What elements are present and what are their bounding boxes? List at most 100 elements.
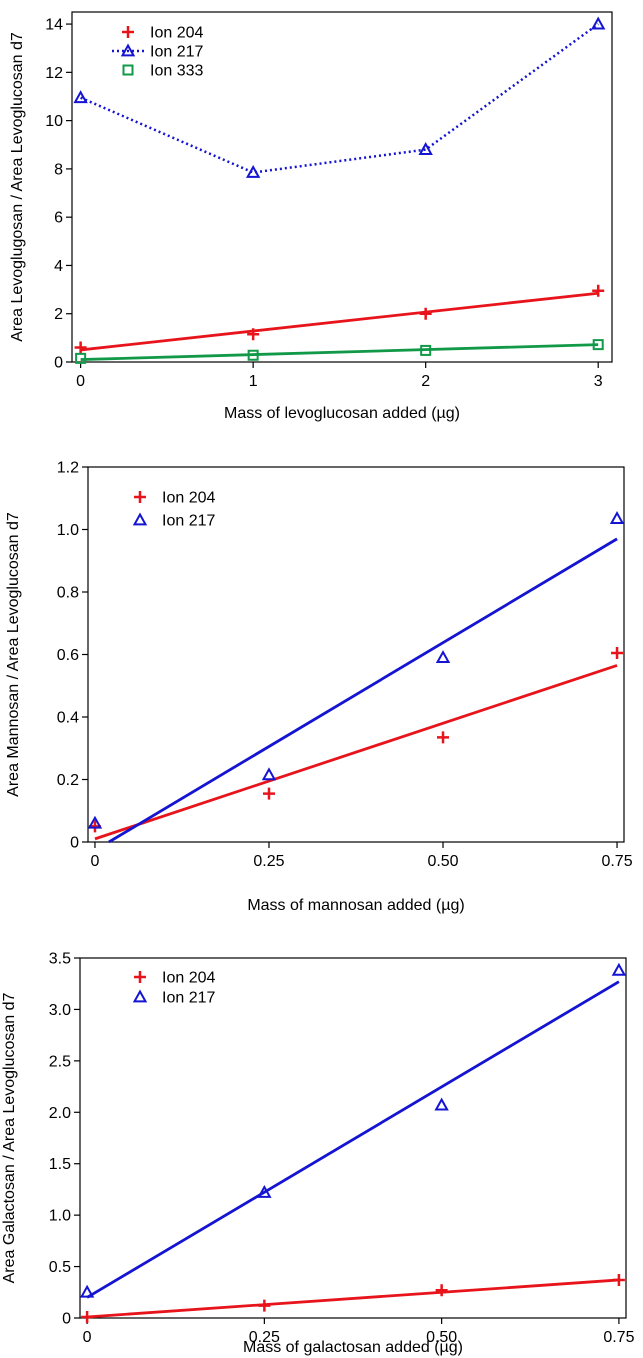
x-axis-label: Mass of mannosan added (µg)	[247, 897, 464, 914]
fit-line	[108, 537, 618, 844]
series-ion-217	[87, 511, 625, 844]
y-tick-label: 2	[54, 306, 63, 323]
chart-panel-2: 0 0.2 0.4 0.6 0.8 1.0 1.2 0 0.25 0.50 0.75 Mass of …	[5, 460, 633, 915]
series-ion-204	[88, 646, 624, 841]
legend-label: Ion 217	[150, 44, 203, 61]
data-point	[592, 339, 604, 351]
series-ion-204	[74, 284, 605, 354]
x-tick-label: 1	[249, 373, 258, 390]
data-point	[418, 142, 433, 155]
data-point	[261, 767, 277, 781]
y-tick-label: 0.4	[57, 710, 79, 727]
series-ion-204	[81, 1273, 625, 1323]
legend-label: Ion 204	[162, 490, 215, 507]
data-point	[247, 328, 260, 341]
legend: Ion 204 Ion 217	[132, 490, 215, 530]
legend-marker	[122, 64, 134, 76]
legend-label: Ion 217	[162, 990, 215, 1007]
y-tick-label: 3.5	[49, 951, 71, 968]
series-ion-217	[73, 16, 606, 178]
legend-label: Ion 204	[150, 25, 203, 42]
x-tick-label: 0.50	[426, 1329, 457, 1346]
data-point	[435, 650, 451, 664]
y-tick-label: 1.2	[57, 460, 79, 477]
y-axis-label: Area Mannosan / Area Levoglucosan d7	[5, 512, 22, 797]
y-tick-label: 0.2	[57, 772, 79, 789]
data-point	[258, 1299, 271, 1312]
y-tick-label: 3.0	[49, 1002, 71, 1019]
plot-frame	[79, 957, 627, 1319]
y-tick-label: 0.6	[57, 647, 79, 664]
fit-line	[86, 1278, 620, 1319]
x-tick-label: 0.25	[249, 1329, 280, 1346]
data-point	[73, 90, 88, 104]
y-tick-label: 1.0	[57, 522, 79, 539]
y-tick-label: 0	[70, 835, 79, 852]
y-tick-label: 12	[45, 65, 63, 82]
data-point	[74, 341, 87, 354]
fit-line	[86, 980, 620, 1299]
legend-label: Ion 333	[150, 63, 203, 80]
y-tick-label: 0.5	[49, 1259, 71, 1276]
legend-marker	[134, 971, 146, 983]
x-axis-label: Mass of galactosan added (µg)	[243, 1339, 463, 1356]
legend: Ion 204 Ion 217 Ion 333	[112, 25, 203, 80]
x-axis-label: Mass of levoglucosan added (µg)	[224, 405, 460, 422]
y-tick-label: 0	[62, 1311, 71, 1328]
y-tick-label: 14	[45, 17, 63, 34]
y-axis-label: Area Galactosan / Area Levoglucosan d7	[1, 992, 18, 1283]
legend-marker	[120, 43, 136, 57]
data-point	[87, 815, 103, 829]
data-point	[435, 1284, 448, 1297]
legend-marker	[132, 512, 148, 526]
y-tick-label: 2.0	[49, 1105, 71, 1122]
x-tick-label: 0	[83, 1329, 92, 1346]
legend-marker	[134, 491, 146, 503]
data-point	[420, 344, 432, 356]
y-tick-label: 0.8	[57, 585, 79, 602]
x-tick-label: 2	[421, 373, 430, 390]
fit-line	[94, 664, 618, 841]
data-point	[247, 349, 259, 361]
legend-label: Ion 204	[162, 970, 215, 987]
data-point	[262, 787, 275, 800]
legend: Ion 204 Ion 217	[132, 970, 215, 1007]
data-point	[419, 307, 432, 320]
x-tick-label: 0.25	[253, 853, 284, 870]
data-point	[75, 352, 87, 364]
data-point	[81, 1310, 94, 1323]
y-axis-label: Area Levoglugosan / Area Levoglucosan d7	[9, 32, 26, 342]
data-point	[611, 646, 624, 659]
data-point	[257, 1184, 272, 1198]
data-point	[590, 16, 606, 30]
legend-marker	[122, 26, 134, 38]
x-tick-label: 0.75	[601, 853, 632, 870]
legend-label: Ion 217	[162, 513, 215, 530]
y-tick-label: 8	[54, 161, 63, 178]
y-tick-label: 0	[54, 355, 63, 372]
chart-panel-3: 0 0.5 1.0 1.5 2.0 2.5 3.0 3.5 0 0.25 0.50 0.75 Mass …	[1, 951, 635, 1357]
x-tick-label: 0	[76, 373, 85, 390]
series-ion-333	[75, 339, 604, 364]
data-point	[245, 164, 261, 178]
y-tick-label: 6	[54, 210, 63, 227]
plot-frame	[71, 11, 613, 363]
y-tick-label: 2.5	[49, 1053, 71, 1070]
data-point	[612, 1273, 625, 1286]
y-tick-label: 4	[54, 258, 63, 275]
legend-marker	[132, 989, 148, 1003]
series-line	[80, 23, 599, 174]
fit-line	[80, 291, 599, 352]
x-tick-label: 0.50	[427, 853, 458, 870]
data-point	[609, 511, 625, 524]
x-tick-label: 3	[594, 373, 603, 390]
data-point	[611, 962, 627, 976]
y-tick-label: 10	[45, 113, 63, 130]
x-tick-label: 0.75	[603, 1329, 634, 1346]
data-point	[79, 1284, 95, 1298]
x-tick-label: 0	[91, 853, 100, 870]
data-point	[592, 284, 605, 297]
y-tick-label: 1.0	[49, 1208, 71, 1225]
